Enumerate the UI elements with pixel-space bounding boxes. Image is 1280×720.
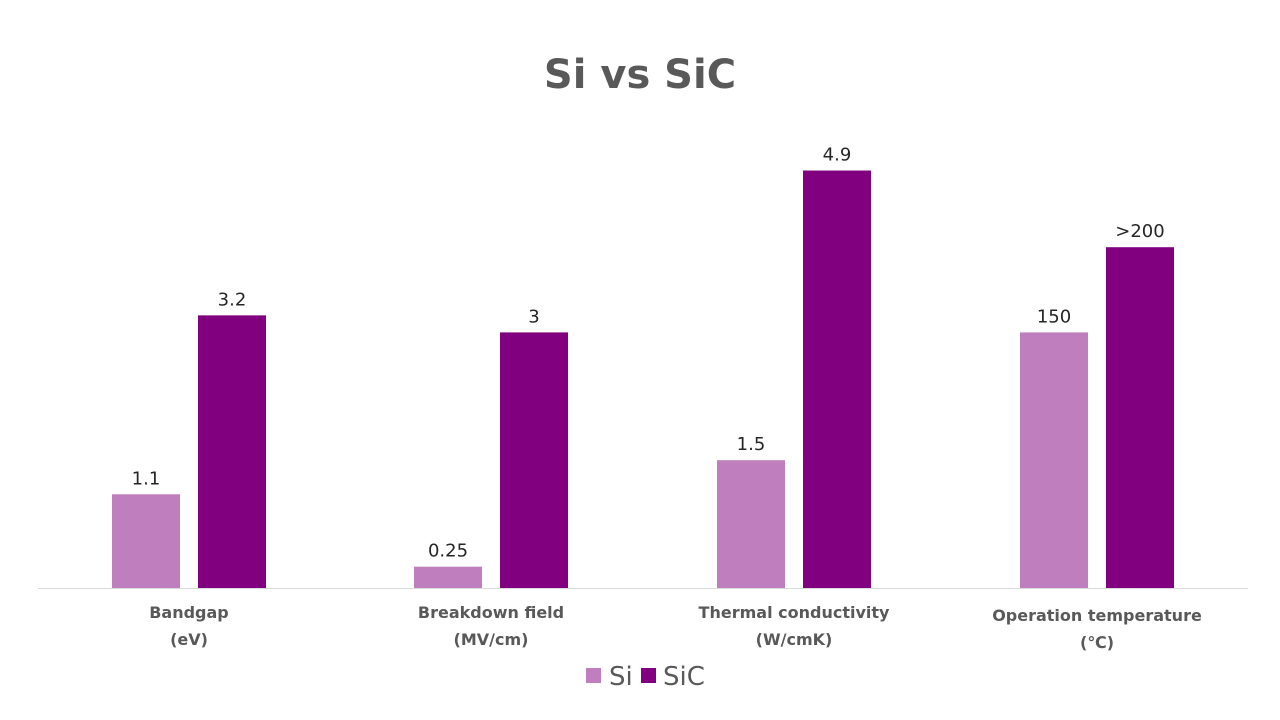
bar-si-0: [112, 494, 180, 588]
bars-group: [112, 170, 1174, 588]
data-label-si-2: 1.5: [737, 434, 766, 455]
category-label-2: Thermal conductivity: [699, 603, 890, 622]
bar-sic-2: [803, 170, 871, 588]
bar-si-3: [1020, 332, 1088, 588]
chart-title: Si vs SiC: [544, 52, 736, 98]
data-label-sic-1: 3: [528, 306, 539, 327]
category-unit-0: (eV): [170, 630, 208, 649]
data-label-sic-3: >200: [1115, 221, 1164, 242]
category-unit-1: (MV/cm): [454, 630, 529, 649]
category-label-3: Operation temperature: [992, 606, 1202, 625]
data-label-si-1: 0.25: [428, 541, 468, 562]
legend-swatch-si: [586, 668, 601, 683]
bar-si-1: [414, 566, 482, 588]
category-unit-3: (℃): [1080, 633, 1114, 652]
category-label-0: Bandgap: [149, 603, 229, 622]
category-label-1: Breakdown field: [418, 603, 564, 622]
legend: Si SiC: [586, 662, 705, 692]
data-label-sic-0: 3.2: [218, 289, 247, 310]
data-label-sic-2: 4.9: [823, 145, 852, 166]
data-label-si-0: 1.1: [132, 468, 161, 489]
bar-sic-1: [500, 332, 568, 588]
legend-label-sic: SiC: [663, 662, 705, 692]
category-unit-2: (W/cmK): [756, 630, 833, 649]
bar-sic-0: [198, 315, 266, 588]
bar-sic-3: [1106, 247, 1174, 588]
bar-si-2: [717, 460, 785, 588]
category-labels-group: Bandgap (eV) Breakdown field (MV/cm) Thermal…: [149, 603, 1202, 652]
legend-swatch-sic: [641, 668, 656, 683]
data-labels-group: 1.1 3.2 0.25 3 1.5 4.9 150 >200: [132, 145, 1165, 562]
legend-label-si: Si: [609, 662, 633, 692]
data-label-si-3: 150: [1037, 306, 1071, 327]
